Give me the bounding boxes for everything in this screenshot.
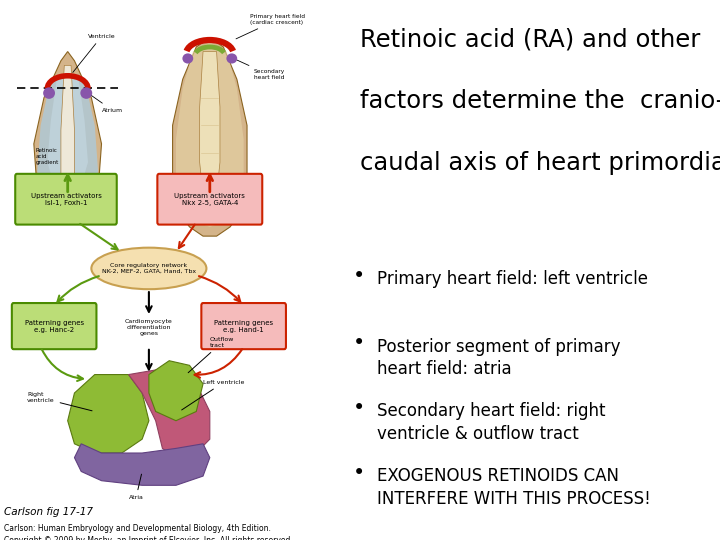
Ellipse shape (226, 53, 237, 64)
Ellipse shape (43, 87, 55, 99)
FancyBboxPatch shape (12, 303, 96, 349)
FancyBboxPatch shape (15, 174, 117, 225)
Text: Patterning genes
e.g. Hanc-2: Patterning genes e.g. Hanc-2 (24, 320, 84, 333)
Text: Retinoic acid (RA) and other: Retinoic acid (RA) and other (360, 27, 701, 51)
Text: Upstream activators
Nkx 2-5, GATA-4: Upstream activators Nkx 2-5, GATA-4 (174, 193, 246, 206)
Polygon shape (129, 370, 210, 457)
Text: factors determine the  cranio-: factors determine the cranio- (360, 89, 720, 113)
Text: •: • (353, 398, 365, 418)
Text: Primary heart field
(cardiac crescent): Primary heart field (cardiac crescent) (236, 14, 305, 39)
Text: Atria: Atria (129, 474, 143, 500)
Text: Secondary heart field: right
ventricle & outflow tract: Secondary heart field: right ventricle &… (377, 402, 605, 443)
Polygon shape (176, 42, 243, 227)
Text: EXOGENOUS RETINOIDS CAN
INTERFERE WITH THIS PROCESS!: EXOGENOUS RETINOIDS CAN INTERFERE WITH T… (377, 467, 650, 508)
Ellipse shape (91, 248, 207, 289)
FancyBboxPatch shape (202, 303, 286, 349)
Text: •: • (353, 266, 365, 286)
Text: Atrium: Atrium (90, 94, 122, 112)
Text: Core regulatory network
NK-2, MEF-2, GATA, Hand, Tbx: Core regulatory network NK-2, MEF-2, GAT… (102, 263, 196, 274)
Text: Patterning genes
e.g. Hand-1: Patterning genes e.g. Hand-1 (214, 320, 273, 333)
Polygon shape (68, 375, 149, 453)
Text: Copyright © 2009 by Mosby, an Imprint of Elsevier, Inc. All rights reserved.: Copyright © 2009 by Mosby, an Imprint of… (4, 536, 292, 540)
Polygon shape (37, 79, 98, 208)
Text: Right
ventricle: Right ventricle (27, 393, 92, 411)
Polygon shape (34, 51, 102, 222)
Polygon shape (61, 65, 74, 197)
Polygon shape (149, 361, 203, 421)
Text: Cardiomyocyte
differentiation
genes: Cardiomyocyte differentiation genes (125, 319, 173, 336)
Text: Carlson fig 17-17: Carlson fig 17-17 (4, 507, 93, 517)
Polygon shape (199, 51, 220, 204)
FancyBboxPatch shape (158, 174, 262, 225)
Text: •: • (353, 333, 365, 353)
Text: •: • (353, 463, 365, 483)
Polygon shape (173, 38, 247, 236)
Text: Upstream activators
Isl-1, Foxh-1: Upstream activators Isl-1, Foxh-1 (30, 193, 102, 206)
Text: Retinoic
acid
gradient: Retinoic acid gradient (35, 148, 59, 165)
Ellipse shape (81, 87, 92, 99)
Ellipse shape (182, 53, 193, 64)
Text: Carlson: Human Embryology and Developmental Biology, 4th Edition.: Carlson: Human Embryology and Developmen… (4, 524, 271, 533)
Text: Outflow
tract: Outflow tract (188, 337, 234, 373)
Text: Secondary
heart field: Secondary heart field (236, 59, 285, 80)
Text: Posterior segment of primary
heart field: atria: Posterior segment of primary heart field… (377, 338, 620, 379)
Polygon shape (48, 75, 88, 194)
Text: Primary heart field: left ventricle: Primary heart field: left ventricle (377, 270, 647, 288)
Polygon shape (74, 444, 210, 485)
Text: caudal axis of heart primordia: caudal axis of heart primordia (360, 151, 720, 175)
Text: Left ventricle: Left ventricle (181, 380, 244, 410)
Text: Ventricle: Ventricle (73, 33, 116, 72)
